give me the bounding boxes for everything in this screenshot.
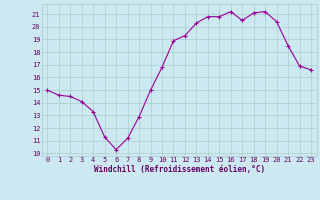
X-axis label: Windchill (Refroidissement éolien,°C): Windchill (Refroidissement éolien,°C) <box>94 165 265 174</box>
